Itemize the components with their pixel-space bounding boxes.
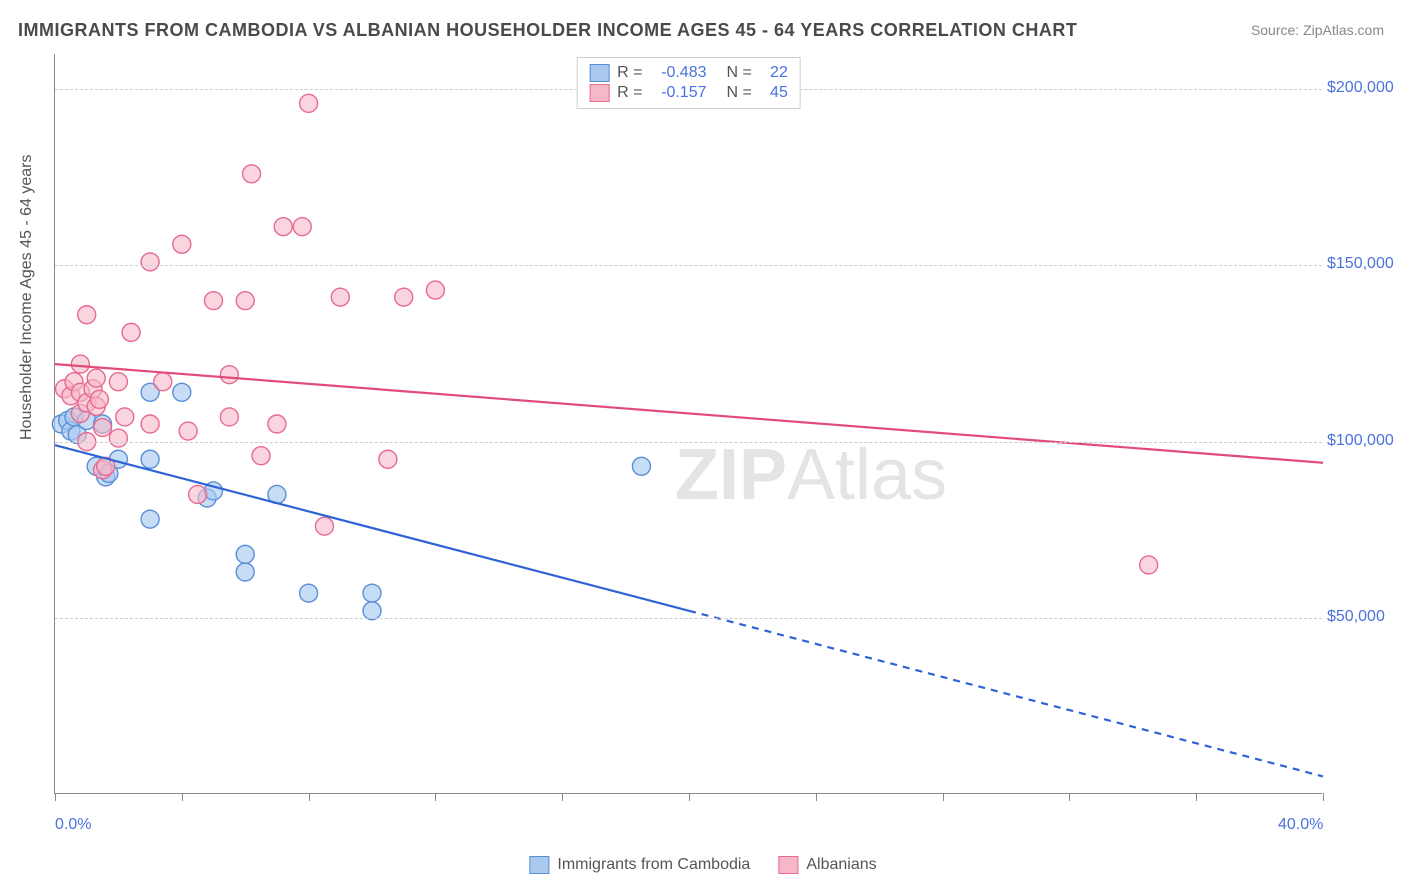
scatter-point — [300, 94, 318, 112]
scatter-point — [632, 457, 650, 475]
scatter-point — [189, 485, 207, 503]
x-tick-label: 0.0% — [55, 816, 91, 834]
scatter-point — [300, 584, 318, 602]
scatter-point — [243, 165, 261, 183]
gridline — [55, 265, 1322, 266]
n-value: 45 — [760, 84, 788, 102]
x-tick — [1069, 793, 1070, 801]
y-axis-label: Householder Income Ages 45 - 64 years — [18, 155, 36, 441]
legend-item: Immigrants from Cambodia — [529, 856, 750, 874]
scatter-point — [220, 408, 238, 426]
scatter-point — [173, 235, 191, 253]
gridline — [55, 442, 1322, 443]
x-tick — [309, 793, 310, 801]
trend-line — [55, 364, 1323, 463]
scatter-point — [179, 422, 197, 440]
scatter-point — [236, 292, 254, 310]
plot-area: ZIPAtlas R =-0.483N =22R =-0.157N =45 $5… — [54, 54, 1322, 794]
scatter-point — [236, 545, 254, 563]
scatter-point — [173, 383, 191, 401]
scatter-point — [315, 517, 333, 535]
r-label: R = — [617, 64, 642, 82]
x-tick — [1323, 793, 1324, 801]
scatter-point — [141, 510, 159, 528]
scatter-point — [236, 563, 254, 581]
x-tick — [816, 793, 817, 801]
x-tick — [689, 793, 690, 801]
legend-swatch — [589, 84, 609, 102]
legend-row: R = -0.483 N = 22 — [589, 64, 788, 82]
scatter-point — [252, 447, 270, 465]
legend-swatch — [589, 64, 609, 82]
scatter-point — [395, 288, 413, 306]
scatter-point — [90, 390, 108, 408]
n-label: N = — [727, 64, 752, 82]
gridline — [55, 618, 1322, 619]
x-tick — [943, 793, 944, 801]
source-label: Source: ZipAtlas.com — [1251, 22, 1384, 38]
scatter-point — [109, 429, 127, 447]
y-tick-label: $100,000 — [1327, 432, 1406, 450]
x-tick — [562, 793, 563, 801]
scatter-point — [205, 292, 223, 310]
x-tick — [55, 793, 56, 801]
legend-correlation: R = -0.483 N = 22 R = -0.157 N = 45 — [576, 57, 801, 109]
y-tick-label: $150,000 — [1327, 255, 1406, 273]
legend-label: Immigrants from Cambodia — [557, 856, 750, 874]
scatter-point — [363, 584, 381, 602]
scatter-point — [268, 415, 286, 433]
r-value: -0.157 — [651, 84, 707, 102]
scatter-point — [220, 366, 238, 384]
legend-swatch — [778, 856, 798, 874]
x-tick — [1196, 793, 1197, 801]
scatter-point — [87, 369, 105, 387]
scatter-point — [379, 450, 397, 468]
r-value: -0.483 — [651, 64, 707, 82]
legend-row: R = -0.157 N = 45 — [589, 84, 788, 102]
n-label: N = — [727, 84, 752, 102]
y-tick-label: $50,000 — [1327, 608, 1406, 626]
scatter-point — [331, 288, 349, 306]
scatter-point — [141, 450, 159, 468]
scatter-point — [78, 306, 96, 324]
legend-item: Albanians — [778, 856, 876, 874]
x-tick — [182, 793, 183, 801]
scatter-point — [71, 355, 89, 373]
chart-title: IMMIGRANTS FROM CAMBODIA VS ALBANIAN HOU… — [18, 20, 1077, 41]
n-value: 22 — [760, 64, 788, 82]
y-tick-label: $200,000 — [1327, 79, 1406, 97]
scatter-point — [94, 419, 112, 437]
scatter-point — [141, 415, 159, 433]
legend-swatch — [529, 856, 549, 874]
legend-label: Albanians — [806, 856, 876, 874]
r-label: R = — [617, 84, 642, 102]
scatter-point — [141, 253, 159, 271]
plot-svg — [55, 54, 1322, 793]
trend-line-dashed — [689, 611, 1323, 777]
scatter-point — [293, 218, 311, 236]
scatter-point — [122, 323, 140, 341]
scatter-point — [116, 408, 134, 426]
scatter-point — [1140, 556, 1158, 574]
x-tick — [435, 793, 436, 801]
legend-series: Immigrants from Cambodia Albanians — [529, 856, 876, 874]
scatter-point — [154, 373, 172, 391]
scatter-point — [109, 373, 127, 391]
x-tick-label: 40.0% — [1278, 816, 1323, 834]
scatter-point — [274, 218, 292, 236]
scatter-point — [426, 281, 444, 299]
